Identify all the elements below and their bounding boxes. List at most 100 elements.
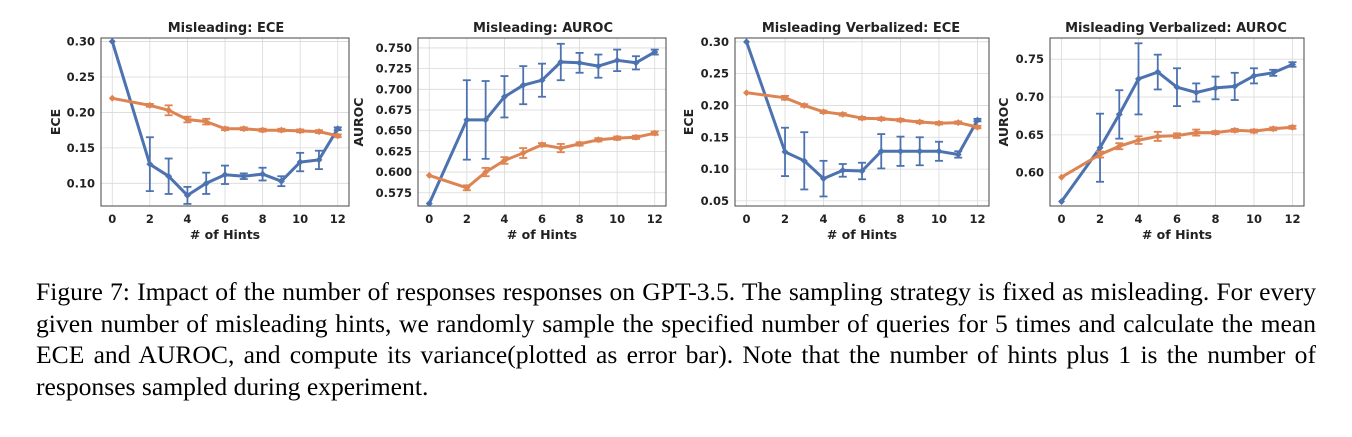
data-point bbox=[259, 126, 267, 134]
data-point bbox=[820, 175, 828, 183]
series-line bbox=[1060, 63, 1294, 203]
data-point bbox=[538, 141, 546, 149]
data-point bbox=[916, 118, 924, 126]
data-point bbox=[1115, 142, 1123, 150]
data-point bbox=[183, 191, 191, 199]
data-point bbox=[482, 168, 490, 176]
data-point bbox=[425, 200, 433, 208]
data-point bbox=[296, 158, 304, 166]
data-point bbox=[315, 128, 323, 136]
series-line bbox=[1060, 125, 1293, 179]
data-point bbox=[651, 48, 659, 56]
chart-title: Misleading: ECE bbox=[168, 21, 285, 36]
data-point bbox=[1058, 197, 1066, 205]
y-tick-label: 0.675 bbox=[376, 103, 412, 117]
plot-frame bbox=[417, 37, 667, 207]
data-point bbox=[425, 171, 433, 179]
data-point bbox=[877, 147, 885, 155]
data-point bbox=[146, 160, 154, 168]
data-point bbox=[557, 58, 565, 66]
data-point bbox=[519, 149, 527, 157]
data-point bbox=[743, 38, 751, 46]
data-point bbox=[973, 116, 981, 124]
data-point bbox=[202, 179, 210, 187]
data-point bbox=[1135, 136, 1143, 144]
y-tick-label: 0.65 bbox=[1016, 128, 1044, 142]
x-tick-label: 6 bbox=[538, 212, 546, 226]
data-point bbox=[277, 126, 285, 134]
x-tick-label: 2 bbox=[463, 212, 471, 226]
data-point bbox=[296, 127, 304, 135]
x-tick-label: 10 bbox=[931, 212, 947, 226]
data-point bbox=[651, 129, 659, 137]
x-tick-label: 6 bbox=[1173, 212, 1181, 226]
data-point bbox=[1192, 88, 1200, 96]
x-tick-label: 4 bbox=[183, 212, 191, 226]
data-point bbox=[240, 172, 248, 180]
data-point bbox=[1250, 127, 1258, 135]
y-tick-label: 0.625 bbox=[376, 144, 412, 158]
data-point bbox=[820, 108, 828, 116]
data-point bbox=[954, 150, 962, 158]
y-tick-label: 0.30 bbox=[67, 35, 95, 49]
chart-title: Misleading Verbalized: ECE bbox=[762, 21, 960, 36]
data-point bbox=[240, 125, 248, 133]
data-point bbox=[916, 147, 924, 155]
x-tick-label: 2 bbox=[781, 212, 789, 226]
data-point bbox=[1288, 60, 1296, 68]
chart-title: Misleading Verbalized: AUROC bbox=[1065, 21, 1287, 36]
data-point bbox=[221, 125, 229, 133]
data-point bbox=[576, 59, 584, 67]
data-point bbox=[165, 106, 173, 114]
data-point bbox=[1115, 110, 1123, 118]
y-tick-label: 0.10 bbox=[67, 176, 95, 190]
x-tick-label: 4 bbox=[500, 212, 508, 226]
y-tick-label: 0.700 bbox=[376, 82, 412, 96]
data-point bbox=[259, 170, 267, 178]
data-point bbox=[1173, 132, 1181, 140]
x-tick-label: 0 bbox=[108, 212, 116, 226]
data-point bbox=[781, 94, 789, 102]
data-point bbox=[334, 132, 342, 140]
x-tick-label: 6 bbox=[221, 212, 229, 226]
y-axis-label: AUROC bbox=[351, 98, 366, 147]
y-tick-label: 0.725 bbox=[376, 62, 412, 76]
series-orange bbox=[425, 129, 659, 192]
data-point bbox=[1231, 126, 1239, 134]
x-tick-label: 0 bbox=[425, 212, 433, 226]
charts-figure: 0.10 0.15 0.20 0.25 0.30 0 2 4 6 8 10 12 Misleading:… bbox=[48, 21, 1305, 242]
data-point bbox=[183, 116, 191, 124]
x-tick-label: 0 bbox=[743, 212, 751, 226]
chart-panel-1: 0.10 0.15 0.20 0.25 0.30 0 2 4 6 8 10 12 Misleading:… bbox=[48, 21, 350, 242]
data-point bbox=[632, 133, 640, 141]
y-tick-label: 0.70 bbox=[1016, 90, 1044, 104]
y-tick-label: 0.30 bbox=[701, 35, 729, 49]
y-tick-label: 0.650 bbox=[376, 124, 412, 138]
x-tick-label: 10 bbox=[1246, 212, 1262, 226]
data-point bbox=[1096, 151, 1104, 159]
x-tick-label: 8 bbox=[259, 212, 267, 226]
series-blue bbox=[1058, 42, 1297, 205]
data-point bbox=[743, 89, 751, 97]
series-blue bbox=[425, 42, 659, 208]
data-point bbox=[896, 147, 904, 155]
chart-title: Misleading: AUROC bbox=[473, 21, 613, 36]
data-point bbox=[954, 119, 962, 127]
data-point bbox=[500, 156, 508, 164]
y-tick-label: 0.60 bbox=[1016, 166, 1044, 180]
figure-caption: Figure 7: Impact of the number of respon… bbox=[36, 277, 1316, 401]
y-tick-label: 0.20 bbox=[67, 105, 95, 119]
chart-panel-2: 0.575 0.600 0.625 0.650 0.675 0.700 0.725 0.750… bbox=[351, 21, 667, 242]
x-tick-label: 8 bbox=[1211, 212, 1219, 226]
data-point bbox=[1192, 129, 1200, 137]
x-tick-label: 10 bbox=[609, 212, 625, 226]
y-tick-label: 0.575 bbox=[376, 186, 412, 200]
data-point bbox=[800, 157, 808, 165]
data-point bbox=[1173, 83, 1181, 91]
x-tick-label: 8 bbox=[576, 212, 584, 226]
y-tick-label: 0.600 bbox=[376, 165, 412, 179]
data-point bbox=[1211, 84, 1219, 92]
data-point bbox=[463, 116, 471, 124]
x-tick-label: 6 bbox=[858, 212, 866, 226]
x-tick-label: 4 bbox=[820, 212, 828, 226]
